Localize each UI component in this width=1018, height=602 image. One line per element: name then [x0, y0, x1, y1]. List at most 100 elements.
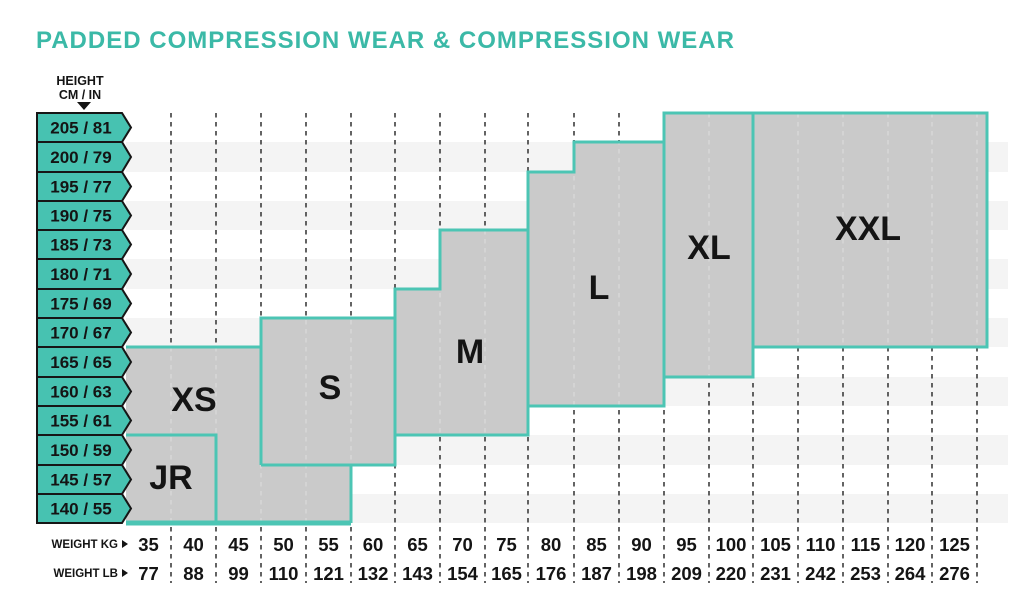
weight-lb-value: 242	[805, 563, 836, 584]
size-region-fill-s	[261, 318, 395, 523]
height-tag-shape	[36, 200, 133, 231]
height-tag-shape	[36, 493, 133, 524]
weight-lb-value: 77	[138, 563, 159, 584]
size-label-l: L	[589, 269, 610, 307]
size-region-fill-jr	[126, 435, 216, 523]
weight-lb-value: 209	[671, 563, 702, 584]
weight-kg-value: 95	[676, 534, 697, 555]
height-tag-value: 150 / 59	[50, 441, 111, 460]
height-tag-9: 165 / 65	[36, 346, 133, 378]
height-tag-2: 200 / 79	[36, 141, 133, 173]
weight-kg-value: 70	[452, 534, 473, 555]
size-region-fill-xxl	[753, 113, 987, 347]
weight-lb-value: 231	[760, 563, 791, 584]
height-tag-value: 155 / 61	[50, 412, 111, 431]
height-tag-11: 155 / 61	[36, 405, 133, 436]
weight-lb-value: 276	[939, 563, 970, 584]
weight-kg-value: 80	[541, 534, 562, 555]
height-tag-shape	[36, 464, 133, 495]
weight-lb-value: 165	[491, 563, 522, 584]
height-tag-value: 145 / 57	[50, 471, 111, 490]
height-tag-shape	[36, 229, 133, 260]
height-tag-value: 195 / 77	[50, 178, 111, 197]
weight-kg-value: 120	[895, 534, 926, 555]
weight-lb-value: 88	[183, 563, 204, 584]
weight-kg-value: 50	[273, 534, 294, 555]
height-tag-shape	[36, 112, 133, 143]
size-label-xl: XL	[687, 229, 730, 267]
size-labels: XS JR S M L XL XXL	[149, 210, 901, 497]
weight-lb-value: 143	[402, 563, 433, 584]
height-tag-5: 185 / 73	[36, 229, 133, 260]
height-tag-value: 205 / 81	[50, 119, 111, 138]
height-tag-value: 165 / 65	[50, 353, 111, 372]
height-tag-value: 175 / 69	[50, 295, 111, 314]
height-tag-value: 180 / 71	[50, 265, 111, 284]
size-label-s: S	[319, 369, 342, 407]
height-tag-shape	[36, 171, 133, 202]
right-arrow-icon	[122, 569, 128, 577]
weight-kg-value: 105	[760, 534, 791, 555]
page-title: PADDED COMPRESSION WEAR & COMPRESSION WE…	[36, 27, 735, 54]
weight-lb-value: 132	[358, 563, 389, 584]
weight-kg-value: 90	[631, 534, 652, 555]
weight-kg-value: 125	[939, 534, 970, 555]
weight-lb-value: 154	[447, 563, 479, 584]
weight-kg-value: 45	[228, 534, 249, 555]
weight-lb-value: 110	[269, 563, 299, 584]
height-tag-shape	[36, 258, 133, 290]
height-tag-value: 140 / 55	[50, 500, 111, 519]
size-region-fill-l	[528, 142, 664, 406]
weight-kg-value: 115	[851, 534, 881, 555]
height-tag-shape	[36, 376, 133, 407]
weight-lb-value: 176	[536, 563, 567, 584]
size-region-fill-m	[395, 230, 528, 435]
weight-lb-value: 220	[716, 563, 747, 584]
height-tag-10: 160 / 63	[36, 376, 133, 407]
weight-kg-value: 85	[586, 534, 607, 555]
weight-kg-value: 55	[318, 534, 339, 555]
height-tag-shape	[36, 405, 133, 436]
size-region-fill-xl	[664, 113, 753, 377]
height-tag-value: 170 / 67	[50, 324, 111, 343]
weight-lb-value: 264	[895, 563, 927, 584]
right-arrow-icon	[122, 540, 128, 548]
height-header-line2: CM / IN	[59, 88, 101, 102]
height-tag-8: 170 / 67	[36, 317, 133, 348]
height-header-line1: HEIGHT	[56, 74, 104, 88]
weight-lb-value: 187	[581, 563, 612, 584]
size-label-m: M	[456, 333, 484, 371]
size-region-border-xxl	[751, 111, 989, 349]
height-tag-4: 190 / 75	[36, 200, 133, 231]
height-tag-7: 175 / 69	[36, 288, 133, 319]
size-region-border-xl	[662, 111, 755, 379]
height-tag-value: 190 / 75	[50, 207, 111, 226]
height-tag-value: 160 / 63	[50, 383, 111, 402]
weight-kg-label: WEIGHT KG	[52, 539, 118, 551]
height-tag-6: 180 / 71	[36, 258, 133, 290]
height-tag-shape	[36, 288, 133, 319]
weight-axis: WEIGHT KG WEIGHT LB 35 40 45 50 55 60 65 70 75 80 85…	[52, 534, 970, 584]
height-tag-value: 185 / 73	[50, 236, 111, 255]
weight-lb-value: 198	[626, 563, 657, 584]
height-tags: 205 / 81 200 / 79 195 / 77 190 / 75 185 / 73…	[36, 112, 133, 524]
weight-lb-value: 253	[850, 563, 881, 584]
height-tag-shape	[36, 141, 133, 173]
weight-lb-value: 99	[228, 563, 249, 584]
weight-kg-value: 60	[363, 534, 384, 555]
height-tag-shape	[36, 346, 133, 378]
weight-kg-value: 40	[183, 534, 204, 555]
size-regions-outline	[126, 111, 989, 525]
weight-kg-value: 100	[716, 534, 747, 555]
height-tag-shape	[36, 317, 133, 348]
weight-kg-value: 110	[806, 534, 836, 555]
weight-lb-value: 121	[313, 563, 344, 584]
weight-lb-label: WEIGHT LB	[53, 568, 118, 580]
size-label-xxl: XXL	[835, 210, 901, 248]
weight-kg-value: 75	[496, 534, 517, 555]
size-label-xs: XS	[171, 381, 216, 419]
height-tag-14: 140 / 55	[36, 493, 133, 524]
height-tag-value: 200 / 79	[50, 148, 111, 167]
